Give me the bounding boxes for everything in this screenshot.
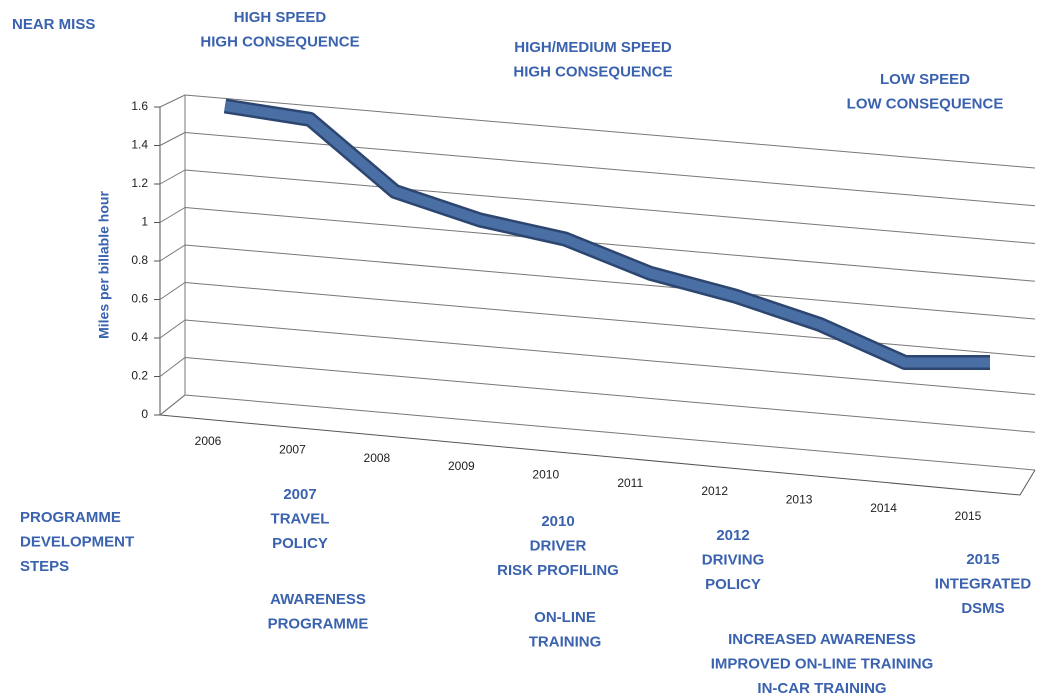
annotation: IMPROVED ON-LINE TRAINING xyxy=(711,655,934,672)
x-tick-label: 2006 xyxy=(195,434,222,448)
x-tick-label: 2012 xyxy=(701,484,728,498)
grid-line xyxy=(184,394,1036,471)
x-tick-label: 2015 xyxy=(955,509,982,523)
y-tick-mark xyxy=(159,207,186,223)
line xyxy=(224,101,990,368)
y-axis-label: Miles per billable hour xyxy=(96,191,112,339)
annotation: 2012 xyxy=(716,527,749,544)
annotation: STEPS xyxy=(20,558,69,575)
y-tick-mark xyxy=(159,282,186,300)
annotation: HIGH/MEDIUM SPEED xyxy=(514,39,672,56)
annotation: POLICY xyxy=(272,535,328,552)
y-tick-mark xyxy=(159,357,186,377)
annotation: DRIVER xyxy=(530,537,587,554)
y-tick-label: 0.6 xyxy=(131,292,148,306)
annotation: AWARENESS xyxy=(270,591,366,608)
annotation: 2010 xyxy=(541,513,574,530)
annotation: DRIVING xyxy=(702,551,765,568)
annotation: NEAR MISS xyxy=(12,16,95,33)
x-tick-label: 2009 xyxy=(448,459,475,473)
annotation: INCREASED AWARENESS xyxy=(728,631,916,648)
grid-line xyxy=(184,244,1036,320)
x-tick-label: 2007 xyxy=(279,443,306,457)
annotation: 2007 xyxy=(283,486,316,503)
x-tick-label: 2011 xyxy=(617,476,643,490)
y-tick-label: 1.4 xyxy=(131,138,148,152)
grid-line xyxy=(184,94,1036,169)
y-tick-label: 0.4 xyxy=(131,330,148,344)
annotation: LOW SPEED xyxy=(880,71,970,88)
y-tick-label: 0.2 xyxy=(131,369,148,383)
y-tick-mark xyxy=(159,94,186,108)
x-tick-label: 2010 xyxy=(532,468,559,482)
annotation: HIGH CONSEQUENCE xyxy=(513,63,672,80)
annotation: POLICY xyxy=(705,576,761,593)
grid-line xyxy=(184,132,1036,207)
grid-line xyxy=(184,207,1036,282)
grid-line xyxy=(184,319,1036,395)
x-tick-label: 2008 xyxy=(364,451,391,465)
y-tick-label: 0 xyxy=(141,407,148,421)
annotation: DSMS xyxy=(961,600,1004,617)
x-tick-label: 2014 xyxy=(870,501,897,515)
grid-line xyxy=(184,357,1036,433)
annotation: PROGRAMME xyxy=(268,615,369,632)
x-tick-label: 2013 xyxy=(786,493,813,507)
y-tick-mark xyxy=(159,319,186,339)
annotation: TRAINING xyxy=(529,633,602,650)
y-tick-label: 0.8 xyxy=(131,253,148,267)
y-tick-label: 1.6 xyxy=(131,99,148,113)
grid-line xyxy=(184,282,1036,358)
annotation: LOW CONSEQUENCE xyxy=(847,95,1004,112)
annotation: PROGRAMME xyxy=(20,509,121,526)
annotation: INTEGRATED xyxy=(935,575,1032,592)
annotation: HIGH CONSEQUENCE xyxy=(200,33,359,50)
y-tick-mark xyxy=(159,169,186,185)
y-tick-mark xyxy=(159,394,186,416)
annotation: HIGH SPEED xyxy=(234,9,327,26)
grid-line xyxy=(184,169,1036,244)
y-tick-mark xyxy=(159,244,186,262)
annotation: ON-LINE xyxy=(534,609,596,626)
y-tick-label: 1.2 xyxy=(131,176,148,190)
y-tick-label: 1 xyxy=(141,215,148,229)
annotation: IN-CAR TRAINING xyxy=(757,680,886,694)
annotation: TRAVEL xyxy=(271,510,330,527)
annotation: DEVELOPMENT xyxy=(20,533,134,550)
annotation: RISK PROFILING xyxy=(497,562,619,579)
y-tick-mark xyxy=(159,132,186,146)
annotation: 2015 xyxy=(966,551,999,568)
